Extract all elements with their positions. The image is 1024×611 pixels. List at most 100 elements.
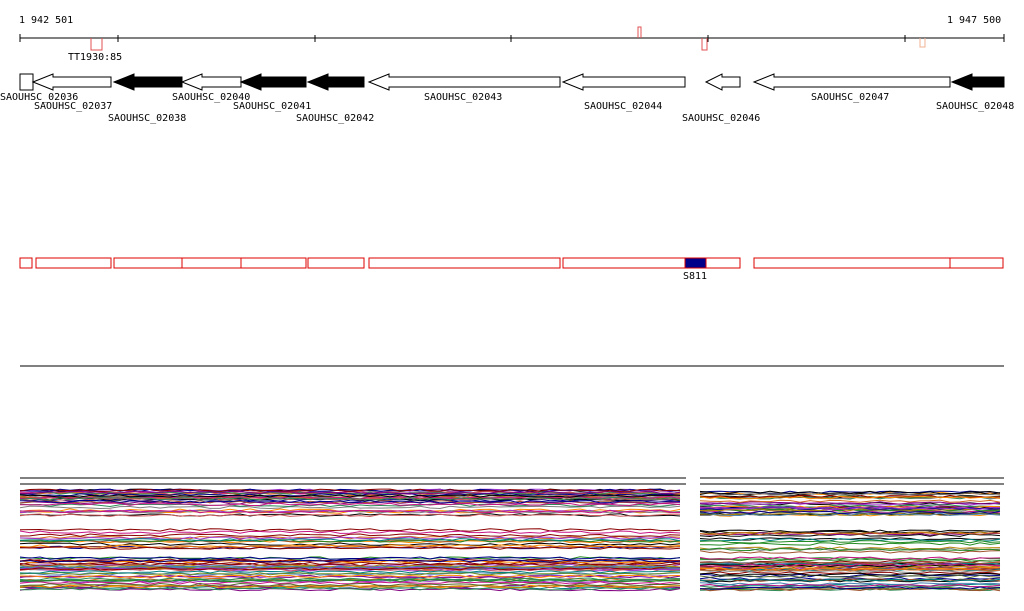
terminator-mark[interactable] <box>637 26 642 38</box>
expression-trace <box>699 499 1001 503</box>
coordinate-end: 1 947 500 <box>947 15 1001 26</box>
gene-label: SAOUHSC_02043 <box>424 92 502 103</box>
expression-trace <box>19 559 681 563</box>
expression-trace <box>700 504 1001 508</box>
gene-arrow[interactable] <box>112 73 183 91</box>
terminator-mark[interactable] <box>701 38 708 51</box>
expression-trace <box>699 572 1001 576</box>
expression-trace <box>19 488 681 493</box>
expression-trace <box>19 582 681 587</box>
gene-label: SAOUHSC_02036 <box>0 92 78 103</box>
expression-trace <box>699 507 1001 512</box>
expression-trace <box>699 495 1001 500</box>
expression-trace <box>19 499 681 504</box>
gene-arrow[interactable] <box>561 73 686 91</box>
expression-trace <box>19 561 681 566</box>
feature-block[interactable] <box>113 257 183 269</box>
expression-trace <box>699 531 1001 536</box>
expression-trace <box>699 563 1001 567</box>
gene-label: SAOUHSC_02042 <box>296 113 374 124</box>
expression-trace <box>19 565 681 569</box>
gene-arrow[interactable] <box>367 73 561 91</box>
expression-trace <box>19 578 681 583</box>
expression-trace <box>699 550 1001 554</box>
gene-label: SAOUHSC_02044 <box>584 101 662 112</box>
expression-trace <box>19 492 681 497</box>
feature-track: S811 <box>19 257 1004 282</box>
expression-trace <box>699 532 1001 536</box>
gene-label: SAOUHSC_02040 <box>172 92 250 103</box>
feature-block[interactable] <box>19 257 33 269</box>
gene-label: SAOUHSC_02037 <box>34 101 112 112</box>
expression-trace <box>699 573 1001 578</box>
expression-trace <box>19 488 681 493</box>
feature-block[interactable] <box>35 257 112 269</box>
gene-arrow[interactable] <box>19 73 34 91</box>
gene-label: SAOUHSC_02041 <box>233 101 311 112</box>
expression-trace <box>19 577 681 581</box>
gene-arrow[interactable] <box>704 73 741 91</box>
expression-trace <box>19 538 681 542</box>
feature-block[interactable] <box>705 257 741 269</box>
gene-arrow[interactable] <box>752 73 951 91</box>
gene-arrow[interactable] <box>950 73 1005 91</box>
gene-arrow[interactable] <box>31 73 112 91</box>
expression-trace <box>699 558 1001 562</box>
expression-trace <box>19 494 681 498</box>
expression-trace <box>699 537 1001 542</box>
expression-trace <box>19 496 681 501</box>
expression-trace <box>19 577 681 582</box>
expression-trace <box>699 501 1001 505</box>
expression-trace <box>19 509 681 514</box>
terminator-label: TT1930:85 <box>68 52 122 63</box>
expression-trace <box>19 544 681 549</box>
expression-trace <box>19 546 681 550</box>
gene-track: SAOUHSC_02036 SAOUHSC_02037 SAOUHSC_0203… <box>0 73 1014 124</box>
expression-trace <box>699 542 1001 546</box>
highlight-block[interactable] <box>684 257 707 269</box>
highlight-label: S811 <box>683 271 707 282</box>
expression-trace <box>699 569 1001 574</box>
expression-trace <box>20 574 681 579</box>
expression-trace <box>699 583 1001 588</box>
expression-trace <box>19 513 681 517</box>
expression-trace <box>699 506 1001 510</box>
expression-panel-left <box>19 477 686 592</box>
expression-trace <box>699 540 1001 544</box>
expression-trace <box>699 578 1001 583</box>
expression-trace <box>699 556 1001 561</box>
coordinate-ruler: 1 942 501 1 947 500 TT1930:85 <box>19 15 1005 63</box>
expression-trace <box>19 584 681 589</box>
feature-block[interactable] <box>562 257 686 269</box>
expression-trace <box>699 510 1001 515</box>
feature-block[interactable] <box>949 257 1004 269</box>
expression-trace <box>699 547 1001 552</box>
feature-block[interactable] <box>240 257 307 269</box>
expression-trace <box>19 563 681 567</box>
terminator-mark[interactable] <box>90 38 103 51</box>
gene-arrow[interactable] <box>180 73 242 91</box>
terminator-mark[interactable] <box>919 38 926 48</box>
feature-block[interactable] <box>307 257 365 269</box>
feature-block[interactable] <box>368 257 561 269</box>
expression-trace <box>699 586 1001 590</box>
expression-trace <box>19 530 681 534</box>
gene-label: SAOUHSC_02047 <box>811 92 889 103</box>
expression-trace <box>699 490 1001 495</box>
gene-label: SAOUHSC_02038 <box>108 113 186 124</box>
gene-arrow[interactable] <box>239 73 307 91</box>
expression-trace <box>699 561 1001 565</box>
expression-trace <box>19 566 681 571</box>
gene-arrow[interactable] <box>306 73 365 91</box>
expression-trace <box>19 556 681 560</box>
expression-trace <box>19 503 681 508</box>
expression-trace <box>20 502 681 507</box>
feature-block[interactable] <box>181 257 242 269</box>
expression-trace <box>19 544 681 548</box>
expression-trace <box>19 513 681 518</box>
coordinate-start: 1 942 501 <box>19 15 73 26</box>
expression-trace <box>19 542 681 547</box>
feature-block[interactable] <box>753 257 951 269</box>
